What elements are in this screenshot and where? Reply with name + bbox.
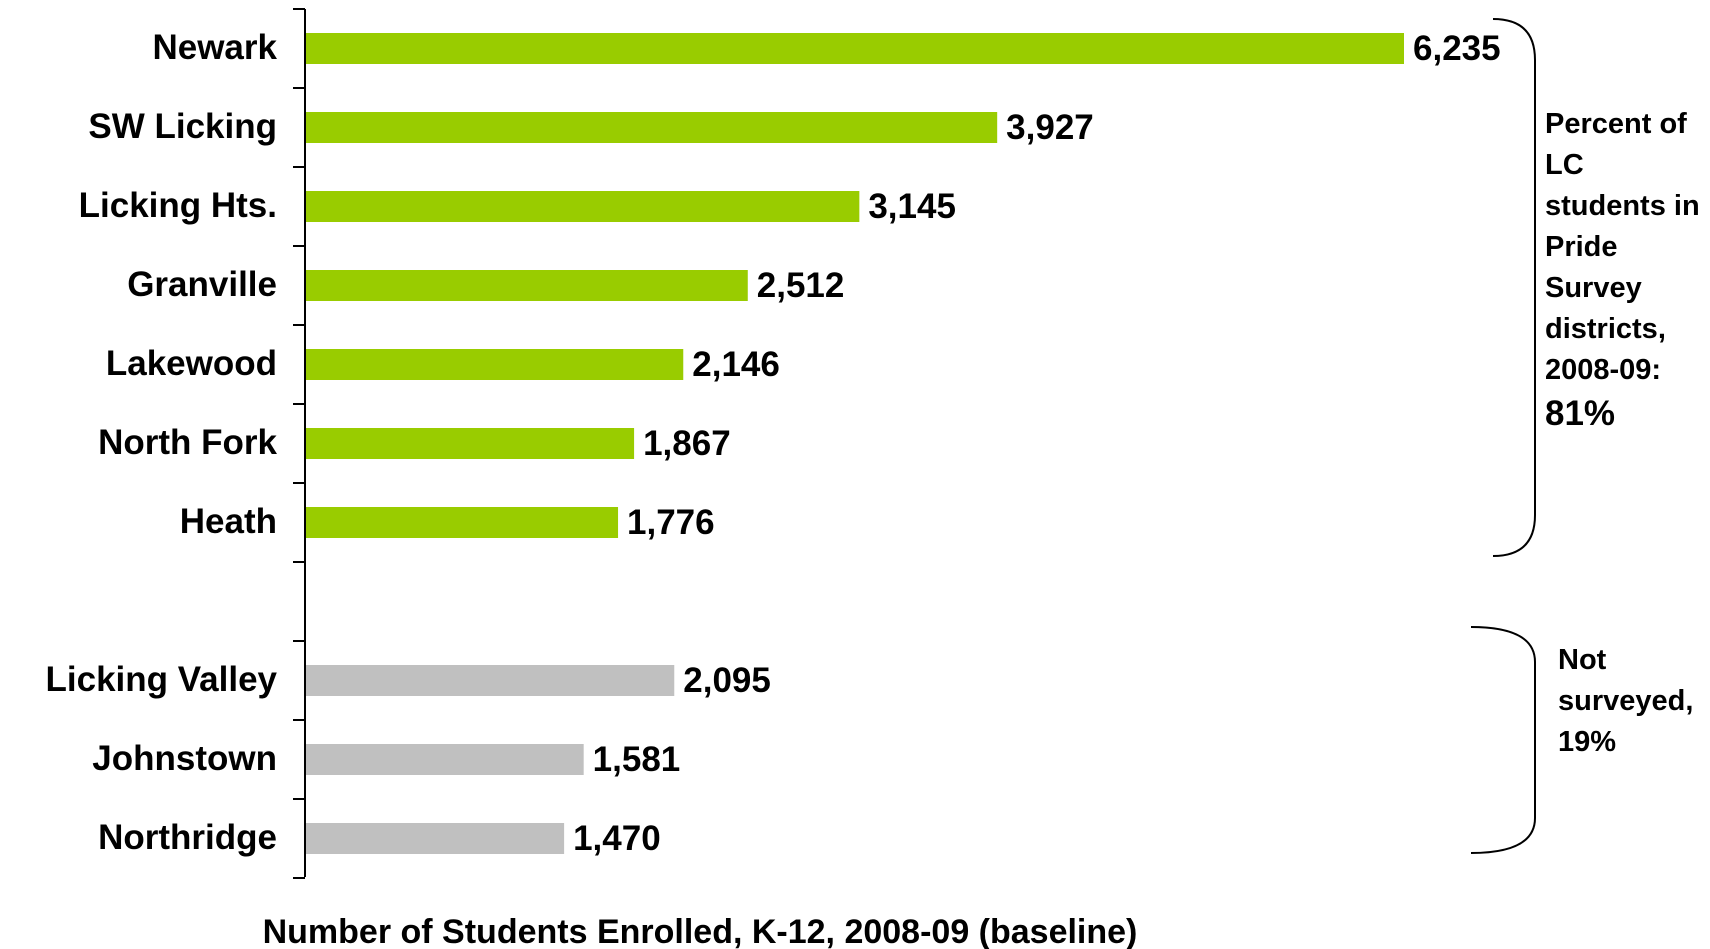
value-label: 2,512 (757, 266, 845, 305)
bar (306, 823, 565, 854)
annotation-text: Not surveyed, 19% (1558, 644, 1694, 758)
value-label: 1,776 (627, 503, 715, 542)
x-axis-label: Number of Students Enrolled, K-12, 2008-… (263, 913, 1138, 949)
bar (306, 349, 684, 380)
bar (306, 270, 748, 301)
category-label: SW Licking (88, 107, 277, 146)
bar (306, 744, 584, 775)
value-label: 1,867 (643, 424, 731, 463)
category-label: Johnstown (92, 739, 277, 778)
value-label: 6,235 (1413, 29, 1501, 68)
bracket (1470, 626, 1536, 854)
bar (306, 507, 619, 538)
category-label: Granville (127, 265, 277, 304)
bracket (1492, 18, 1536, 557)
category-label: North Fork (98, 423, 277, 462)
value-label: 3,927 (1006, 108, 1094, 147)
annotation-text: Percent of LC students in Pride Survey d… (1545, 108, 1700, 386)
value-label: 2,146 (692, 345, 780, 384)
annotation: Percent of LC students in Pride Survey d… (1545, 104, 1710, 437)
category-label: Licking Hts. (79, 186, 277, 225)
bar (306, 665, 675, 696)
bar (306, 112, 998, 143)
value-label: 1,470 (573, 819, 661, 858)
bar (306, 33, 1404, 64)
value-label: 2,095 (683, 661, 771, 700)
value-label: 1,581 (593, 740, 681, 779)
annotation-text: 81% (1545, 394, 1616, 433)
value-label: 3,145 (868, 187, 956, 226)
category-label: Lakewood (106, 344, 277, 383)
category-label: Northridge (98, 818, 277, 857)
annotation: Not surveyed, 19% (1558, 640, 1708, 763)
bar (306, 191, 860, 222)
bar (306, 428, 635, 459)
category-label: Heath (180, 502, 277, 541)
category-label: Newark (152, 28, 277, 67)
category-label: Licking Valley (46, 660, 278, 699)
